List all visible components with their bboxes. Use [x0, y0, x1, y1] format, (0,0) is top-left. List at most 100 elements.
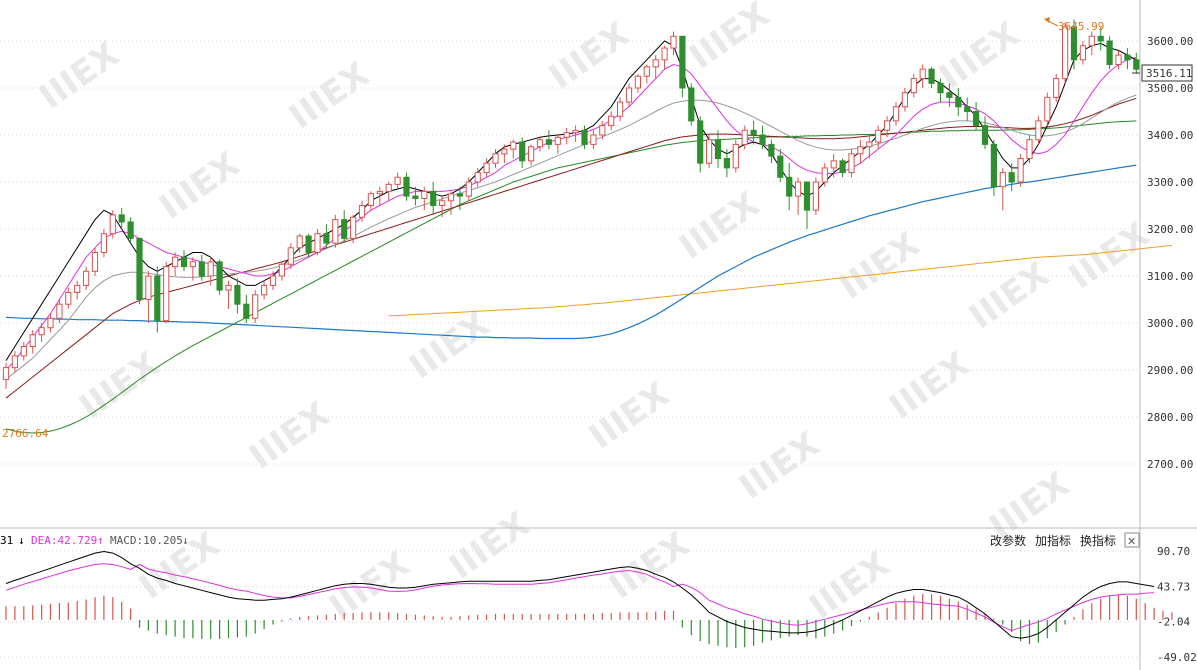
- candlestick[interactable]: [625, 83, 633, 107]
- candlestick[interactable]: [919, 64, 926, 89]
- candlestick[interactable]: [1026, 135, 1033, 164]
- candlestick[interactable]: [884, 116, 891, 138]
- candlestick[interactable]: [670, 31, 677, 56]
- candlestick[interactable]: [563, 127, 570, 145]
- change-params-button[interactable]: 改参数: [990, 533, 1026, 548]
- close-panel-button[interactable]: ✕: [1124, 532, 1140, 548]
- candlestick[interactable]: [973, 102, 980, 131]
- candlestick[interactable]: [1008, 163, 1015, 192]
- candlestick[interactable]: [65, 287, 72, 309]
- candlestick[interactable]: [937, 78, 944, 103]
- candlestick[interactable]: [697, 116, 704, 173]
- candlestick[interactable]: [465, 177, 472, 201]
- candlestick[interactable]: [812, 177, 819, 215]
- candlestick[interactable]: [741, 125, 748, 150]
- candlestick[interactable]: [305, 233, 312, 258]
- candlestick[interactable]: [990, 139, 997, 197]
- candlestick[interactable]: [278, 261, 285, 281]
- candlestick[interactable]: [198, 254, 205, 281]
- candlestick[interactable]: [225, 280, 232, 309]
- candlestick[interactable]: [287, 243, 294, 269]
- candlestick[interactable]: [1035, 116, 1042, 145]
- candlestick[interactable]: [634, 73, 641, 93]
- candlestick[interactable]: [875, 125, 882, 150]
- candlestick[interactable]: [1070, 19, 1078, 70]
- candlestick[interactable]: [447, 191, 455, 215]
- candlestick[interactable]: [243, 294, 250, 323]
- candlestick[interactable]: [572, 125, 579, 143]
- candlestick[interactable]: [439, 196, 446, 218]
- candlestick[interactable]: [341, 210, 348, 244]
- candlestick[interactable]: [412, 186, 419, 206]
- candlestick[interactable]: [510, 139, 517, 159]
- candlestick[interactable]: [528, 144, 535, 166]
- candlestick[interactable]: [501, 144, 508, 164]
- candlestick[interactable]: [91, 247, 99, 276]
- candlestick[interactable]: [803, 181, 811, 229]
- candlestick[interactable]: [180, 250, 188, 272]
- candlestick[interactable]: [83, 266, 90, 291]
- candlestick[interactable]: [252, 290, 259, 323]
- candlestick[interactable]: [136, 237, 143, 305]
- add-indicator-button[interactable]: 加指标: [1035, 533, 1071, 548]
- candlestick[interactable]: [1115, 50, 1122, 70]
- candlestick[interactable]: [207, 257, 214, 286]
- candlestick[interactable]: [1097, 26, 1104, 51]
- candlestick[interactable]: [946, 83, 953, 107]
- candlestick[interactable]: [403, 172, 410, 201]
- candlestick[interactable]: [910, 73, 917, 98]
- candlestick[interactable]: [554, 135, 561, 154]
- candlestick[interactable]: [74, 280, 81, 300]
- candlestick[interactable]: [421, 186, 428, 211]
- candlestick[interactable]: [56, 299, 63, 324]
- candlestick[interactable]: [483, 158, 490, 178]
- candlestick[interactable]: [145, 271, 152, 323]
- candlestick[interactable]: [545, 130, 552, 150]
- candlestick[interactable]: [269, 271, 277, 291]
- candlestick[interactable]: [652, 55, 659, 79]
- candlestick[interactable]: [981, 116, 989, 150]
- candlestick[interactable]: [216, 259, 223, 295]
- candlestick[interactable]: [367, 191, 374, 211]
- candlestick[interactable]: [839, 158, 846, 178]
- candlestick[interactable]: [172, 252, 179, 277]
- candlestick[interactable]: [154, 266, 161, 333]
- candlestick[interactable]: [536, 137, 544, 152]
- candlestick[interactable]: [163, 261, 170, 323]
- candlestick[interactable]: [661, 45, 668, 70]
- candlestick[interactable]: [830, 153, 837, 178]
- candlestick[interactable]: [1079, 41, 1087, 65]
- candlestick[interactable]: [688, 83, 695, 126]
- candlestick[interactable]: [750, 120, 757, 145]
- candlestick[interactable]: [189, 257, 197, 281]
- candlesticks[interactable]: [2, 19, 1140, 389]
- candlestick[interactable]: [394, 172, 401, 190]
- switch-indicator-button[interactable]: 换指标: [1080, 533, 1116, 548]
- candlestick[interactable]: [795, 177, 802, 215]
- candlestick[interactable]: [261, 280, 268, 300]
- candlestick[interactable]: [1133, 52, 1140, 74]
- candlestick[interactable]: [492, 149, 499, 168]
- candlestick[interactable]: [350, 214, 357, 244]
- candlestick[interactable]: [323, 224, 330, 248]
- candlestick[interactable]: [127, 217, 134, 244]
- candlestick[interactable]: [581, 125, 588, 150]
- candlestick[interactable]: [999, 167, 1006, 211]
- candlestick[interactable]: [11, 351, 18, 373]
- candlestick[interactable]: [892, 102, 900, 126]
- candlestick[interactable]: [714, 130, 722, 168]
- candlestick[interactable]: [599, 120, 606, 140]
- candlestick[interactable]: [519, 137, 526, 168]
- candlestick[interactable]: [109, 210, 116, 239]
- candlestick[interactable]: [385, 182, 392, 201]
- candlestick[interactable]: [234, 278, 241, 314]
- candlestick[interactable]: [474, 167, 481, 187]
- candlestick[interactable]: [866, 135, 873, 159]
- candlestick[interactable]: [1106, 36, 1113, 70]
- candlestick[interactable]: [314, 229, 321, 255]
- candlestick[interactable]: [29, 330, 36, 354]
- candlestick[interactable]: [848, 149, 855, 178]
- candlestick[interactable]: [732, 139, 739, 173]
- candlestick[interactable]: [706, 135, 713, 168]
- candlestick[interactable]: [617, 97, 624, 121]
